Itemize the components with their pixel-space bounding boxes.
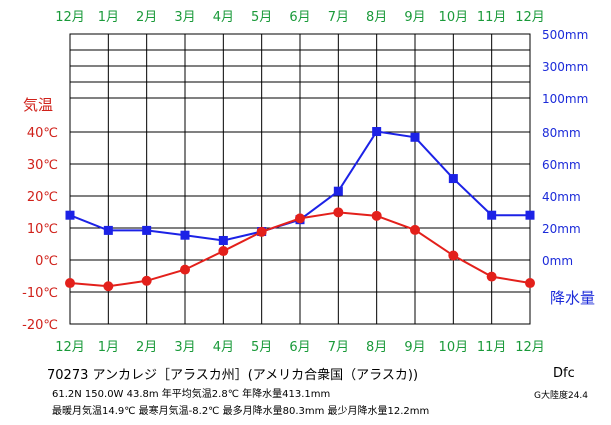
temperature-point (141, 275, 152, 286)
precipitation-point (372, 127, 382, 137)
month-label: 9月 (404, 10, 425, 25)
month-label: 6月 (289, 340, 310, 355)
month-labels-bottom: 12月 1月 2月 3月 4月 5月 6月 7月 8月 9月 10月 11月 12月 (55, 340, 545, 355)
chart-grid (69, 33, 531, 325)
precipitation-point (103, 225, 113, 235)
month-label: 1月 (98, 10, 119, 25)
temperature-axis-title: 気温 (23, 96, 53, 114)
month-label: 3月 (174, 340, 195, 355)
station-stats-line-1: 61.2N 150.0W 43.8m 年平均気温2.8℃ 年降水量413.1mm (52, 389, 331, 400)
temperature-point (295, 213, 305, 224)
temperature-tick-labels: 40℃ 30℃ 20℃ 10℃ 0℃ -10℃ -20℃ (22, 126, 58, 333)
temperature-point (525, 278, 535, 289)
precipitation-point (410, 132, 420, 142)
precipitation-tick-label: 80mm (542, 126, 581, 140)
temperature-point (103, 281, 114, 292)
month-label: 8月 (366, 340, 387, 355)
temperature-point (256, 226, 267, 237)
temperature-tick-label: 0℃ (35, 254, 58, 269)
station-stats-line-2: 最暖月気温14.9℃ 最寒月気温-8.2℃ 最多月降水量80.3mm 最少月降水… (52, 406, 430, 417)
continentality-index: G大陸度24.4 (534, 391, 589, 401)
temperature-point (410, 224, 420, 235)
precipitation-point (448, 174, 458, 184)
month-label: 2月 (136, 10, 157, 25)
temperature-point (371, 210, 382, 221)
precipitation-tick-label: 20mm (542, 222, 581, 236)
precipitation-point (142, 225, 152, 235)
month-label: 10月 (439, 340, 469, 355)
month-label: 12月 (515, 10, 545, 25)
temperature-tick-label: 30℃ (27, 158, 58, 173)
precipitation-axis-title: 降水量 (550, 289, 595, 307)
temperature-series (65, 207, 535, 292)
month-label: 7月 (328, 10, 349, 25)
precipitation-point (180, 230, 190, 240)
month-label: 4月 (213, 10, 234, 25)
month-label: 11月 (477, 10, 507, 25)
precipitation-point (333, 186, 343, 196)
precipitation-tick-label: 0mm (542, 254, 573, 268)
temperature-tick-label: -10℃ (22, 286, 58, 301)
temperature-tick-label: 10℃ (27, 222, 58, 237)
month-label: 2月 (136, 340, 157, 355)
month-label: 12月 (515, 340, 545, 355)
precipitation-point (218, 235, 228, 245)
month-label: 9月 (404, 340, 425, 355)
temperature-point (448, 250, 459, 261)
temperature-tick-label: 20℃ (27, 190, 58, 205)
precipitation-point (487, 210, 497, 220)
month-label: 1月 (98, 340, 119, 355)
month-label: 7月 (328, 340, 349, 355)
temperature-point (486, 271, 497, 282)
month-label: 10月 (439, 10, 469, 25)
temperature-point (333, 207, 344, 218)
precipitation-tick-label: 300mm (542, 60, 588, 74)
month-labels-top: 12月 1月 2月 3月 4月 5月 6月 7月 8月 9月 10月 11月 12月 (55, 10, 545, 25)
month-label: 5月 (251, 340, 272, 355)
temperature-point (65, 278, 75, 289)
month-label: 12月 (55, 340, 85, 355)
temperature-tick-label: -20℃ (22, 318, 58, 333)
precipitation-point (65, 210, 75, 220)
temperature-tick-label: 40℃ (27, 126, 58, 141)
month-label: 12月 (55, 10, 85, 25)
temperature-point (180, 264, 190, 275)
precipitation-tick-label: 60mm (542, 158, 581, 172)
climate-classification: Dfc (553, 366, 575, 381)
station-title: 70273 アンカレジ［アラスカ州］(アメリカ合衆国（アラスカ)) (47, 368, 419, 383)
month-label: 3月 (174, 10, 195, 25)
precipitation-tick-labels: 500mm 300mm 100mm 80mm 60mm 40mm 20mm 0mm (542, 28, 588, 268)
precipitation-tick-label: 40mm (542, 190, 581, 204)
precipitation-point (525, 210, 535, 220)
temperature-point (218, 246, 229, 257)
month-label: 11月 (477, 340, 507, 355)
month-label: 8月 (366, 10, 387, 25)
month-label: 6月 (289, 10, 310, 25)
month-label: 4月 (213, 340, 234, 355)
precipitation-tick-label: 500mm (542, 28, 588, 42)
month-label: 5月 (251, 10, 272, 25)
precipitation-tick-label: 100mm (542, 92, 588, 106)
